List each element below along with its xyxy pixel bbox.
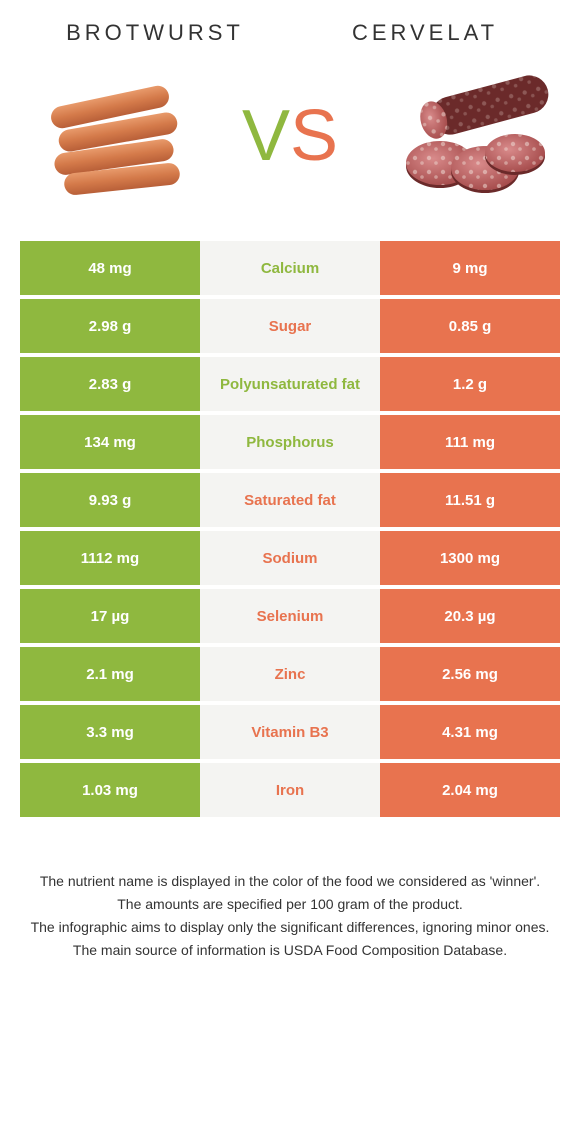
- table-row: 17 µgSelenium20.3 µg: [20, 589, 560, 643]
- left-value-cell: 2.98 g: [20, 299, 200, 353]
- nutrient-name-cell: Saturated fat: [200, 473, 380, 527]
- left-value-cell: 2.1 mg: [20, 647, 200, 701]
- infographic-page: BROTWURST CERVELAT: [0, 0, 580, 961]
- cervelat-icon: [370, 71, 550, 201]
- table-row: 2.98 gSugar0.85 g: [20, 299, 560, 353]
- right-value-cell: 4.31 mg: [380, 705, 560, 759]
- left-value-cell: 1112 mg: [20, 531, 200, 585]
- left-value-cell: 2.83 g: [20, 357, 200, 411]
- nutrient-name-cell: Sugar: [200, 299, 380, 353]
- footer-text: The nutrient name is displayed in the co…: [20, 871, 560, 961]
- left-value-cell: 134 mg: [20, 415, 200, 469]
- left-value-cell: 1.03 mg: [20, 763, 200, 817]
- nutrient-name-cell: Iron: [200, 763, 380, 817]
- cervelat-image: [370, 66, 550, 206]
- nutrient-name-cell: Zinc: [200, 647, 380, 701]
- right-value-cell: 1.2 g: [380, 357, 560, 411]
- brotwurst-image: [30, 66, 210, 206]
- title-row: BROTWURST CERVELAT: [20, 20, 560, 46]
- table-row: 1.03 mgIron2.04 mg: [20, 763, 560, 817]
- table-row: 2.1 mgZinc2.56 mg: [20, 647, 560, 701]
- table-row: 1112 mgSodium1300 mg: [20, 531, 560, 585]
- comparison-table: 48 mgCalcium9 mg2.98 gSugar0.85 g2.83 gP…: [20, 241, 560, 821]
- right-value-cell: 111 mg: [380, 415, 560, 469]
- table-row: 9.93 gSaturated fat11.51 g: [20, 473, 560, 527]
- footer-line: The nutrient name is displayed in the co…: [30, 871, 550, 892]
- nutrient-name-cell: Calcium: [200, 241, 380, 295]
- right-value-cell: 2.04 mg: [380, 763, 560, 817]
- left-value-cell: 48 mg: [20, 241, 200, 295]
- right-value-cell: 20.3 µg: [380, 589, 560, 643]
- table-row: 134 mgPhosphorus111 mg: [20, 415, 560, 469]
- right-food-title: CERVELAT: [290, 20, 560, 46]
- footer-line: The amounts are specified per 100 gram o…: [30, 894, 550, 915]
- vs-letter-v: V: [242, 95, 290, 177]
- table-row: 3.3 mgVitamin B34.31 mg: [20, 705, 560, 759]
- nutrient-name-cell: Polyunsaturated fat: [200, 357, 380, 411]
- table-row: 48 mgCalcium9 mg: [20, 241, 560, 295]
- vs-letter-s: S: [290, 95, 338, 177]
- nutrient-name-cell: Sodium: [200, 531, 380, 585]
- left-value-cell: 3.3 mg: [20, 705, 200, 759]
- nutrient-name-cell: Phosphorus: [200, 415, 380, 469]
- nutrient-name-cell: Vitamin B3: [200, 705, 380, 759]
- left-value-cell: 9.93 g: [20, 473, 200, 527]
- brotwurst-icon: [40, 76, 200, 196]
- right-value-cell: 9 mg: [380, 241, 560, 295]
- vs-label: VS: [242, 95, 338, 177]
- right-value-cell: 11.51 g: [380, 473, 560, 527]
- table-row: 2.83 gPolyunsaturated fat1.2 g: [20, 357, 560, 411]
- footer-line: The main source of information is USDA F…: [30, 940, 550, 961]
- nutrient-name-cell: Selenium: [200, 589, 380, 643]
- left-value-cell: 17 µg: [20, 589, 200, 643]
- left-food-title: BROTWURST: [20, 20, 290, 46]
- footer-line: The infographic aims to display only the…: [30, 917, 550, 938]
- right-value-cell: 0.85 g: [380, 299, 560, 353]
- right-value-cell: 2.56 mg: [380, 647, 560, 701]
- images-row: VS: [20, 66, 560, 206]
- right-value-cell: 1300 mg: [380, 531, 560, 585]
